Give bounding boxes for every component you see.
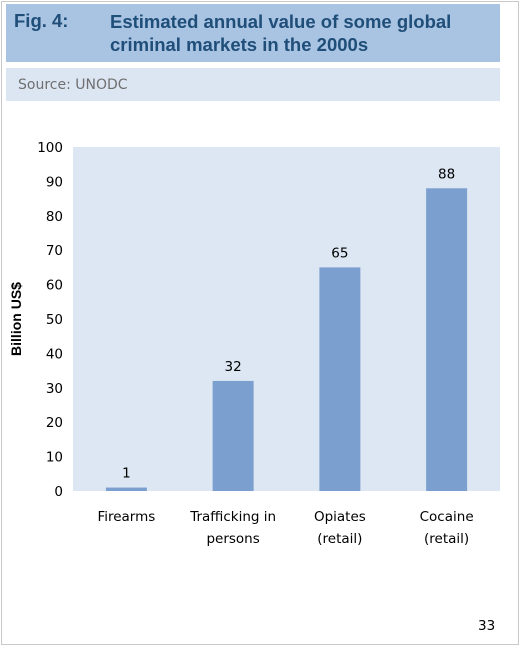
bar <box>426 188 468 491</box>
y-tick-label: 90 <box>46 174 63 190</box>
x-category-label: Trafficking in persons <box>189 509 276 547</box>
y-axis-title: Billion US$ <box>8 282 24 356</box>
y-tick-label: 60 <box>46 278 63 294</box>
x-category-label-line: Opiates <box>314 509 366 525</box>
y-tick-label: 10 <box>46 450 63 466</box>
bar-value-label: 1 <box>122 466 131 482</box>
bar <box>212 380 254 491</box>
x-category-label: Opiates (retail) <box>314 509 366 547</box>
x-category-label-line: (retail) <box>424 531 469 547</box>
x-category-label-line: (retail) <box>317 531 362 547</box>
y-tick-label: 0 <box>54 484 63 500</box>
data-labels: 1 32 65 88 <box>122 166 455 481</box>
page-number: 33 <box>478 618 496 634</box>
y-tick-label: 70 <box>46 243 63 259</box>
x-category-label-line: Cocaine <box>420 509 474 525</box>
bar-value-label: 65 <box>331 245 348 261</box>
figure-number: Fig. 4: <box>14 10 69 31</box>
bar-value-label: 32 <box>225 359 242 375</box>
bar <box>105 487 147 491</box>
x-category-label-line: Firearms <box>97 509 155 525</box>
bar <box>319 267 361 491</box>
x-category-label-line: Trafficking in <box>189 509 276 525</box>
y-tick-label: 80 <box>46 209 63 225</box>
source-band <box>6 68 500 101</box>
y-tick-label: 100 <box>37 140 63 156</box>
y-tick-label: 50 <box>46 312 63 328</box>
y-tick-label: 30 <box>46 381 63 397</box>
x-category-label: Cocaine (retail) <box>420 509 474 547</box>
category-labels: Firearms Trafficking in persons Opiates (ret… <box>97 509 473 547</box>
figure-header-band <box>6 4 500 62</box>
x-category-label: Firearms <box>97 509 155 525</box>
x-category-label-line: persons <box>206 531 259 547</box>
y-axis-ticks: 0 10 20 30 40 50 60 70 80 90 100 <box>37 140 63 500</box>
source-note: Source: UNODC <box>18 77 128 93</box>
y-tick-label: 40 <box>46 346 63 362</box>
figure-title: Estimated annual value of some global cr… <box>110 11 452 55</box>
bar-value-label: 88 <box>438 166 455 182</box>
y-tick-label: 20 <box>46 415 63 431</box>
bars <box>105 188 468 491</box>
